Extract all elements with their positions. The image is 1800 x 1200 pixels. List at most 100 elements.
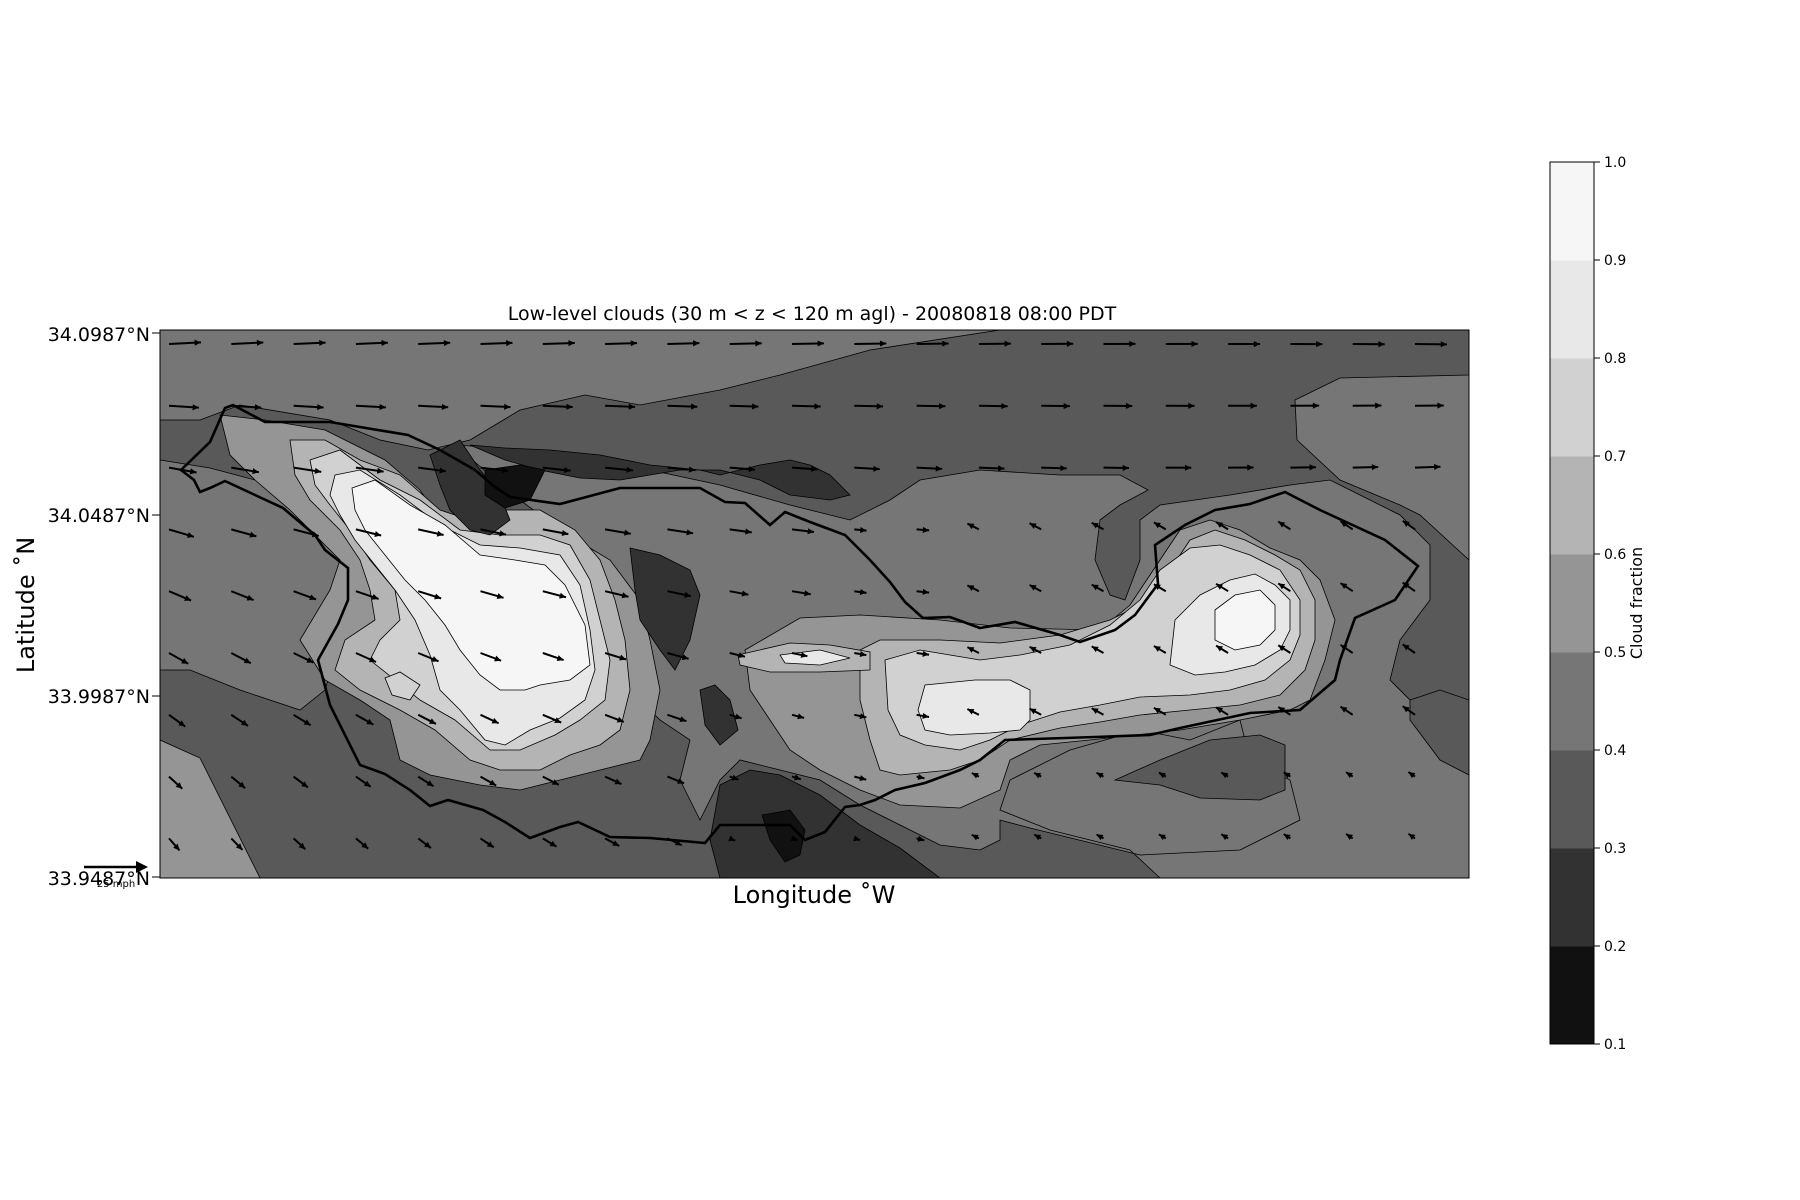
wind-arrowhead — [1191, 340, 1198, 347]
wind-arrowhead — [501, 467, 509, 474]
contour-region-0.8-0.9-southeast-box — [917, 679, 1031, 736]
wind-arrowhead — [1029, 708, 1037, 715]
wind-arrowhead — [1034, 834, 1042, 841]
wind-arrowhead — [967, 708, 975, 715]
contour-region-0.2-0.3-southwest — [709, 769, 941, 878]
wind-arrowhead — [917, 773, 925, 780]
contour-region-0.3-0.4-east — [1409, 689, 1469, 776]
colorbar-band — [1550, 162, 1594, 261]
wind-arrowhead — [235, 843, 243, 850]
wind-arrowhead — [616, 716, 624, 723]
wind-arrowhead — [1278, 521, 1286, 528]
wind-arrowhead — [797, 713, 805, 720]
colorbar: 1.0 0.9 0.8 0.7 0.6 0.5 0.4 0.3 0.2 0.1 Cloud fra… — [1549, 155, 1646, 1053]
wind-arrowhead — [368, 656, 376, 663]
wind-arrowhead — [681, 654, 689, 661]
wind-arrowhead — [814, 403, 821, 410]
contour-region-0.1-0.2-south — [761, 809, 806, 863]
colorbar-tick-label: 0.7 — [1604, 449, 1626, 465]
wind-arrowhead — [238, 781, 246, 789]
wind-arrowhead — [817, 340, 824, 347]
wind-arrowhead — [1125, 402, 1133, 409]
wind-arrowhead — [1375, 402, 1382, 409]
wind-arrowhead — [434, 593, 442, 600]
colorbar-band — [1550, 848, 1594, 947]
wind-arrowhead — [942, 340, 949, 347]
colorbar-tick-label: 0.5 — [1604, 645, 1626, 661]
wind-arrowhead — [1402, 520, 1410, 527]
wind-arrowhead — [306, 657, 314, 663]
wind-arrowhead — [489, 779, 497, 786]
wind-arrowhead — [997, 465, 1005, 472]
wind-arrowhead — [859, 713, 867, 720]
wind-arrowhead — [181, 658, 189, 664]
wind-arrowhead — [192, 404, 199, 411]
colorbar-band — [1550, 750, 1594, 849]
wind-arrowhead — [1063, 402, 1070, 410]
wind-arrowhead — [1122, 464, 1129, 471]
wind-arrowhead — [566, 403, 573, 410]
colorbar-tick-label: 0.9 — [1604, 253, 1626, 269]
wind-arrowhead — [252, 468, 259, 475]
wind-arrowhead — [1153, 707, 1161, 714]
wind-arrowhead — [624, 529, 631, 536]
quiver-key-label: 25 mph — [97, 879, 135, 890]
wind-arrowhead — [971, 834, 979, 841]
y-tick-label: 33.9487°N — [48, 868, 150, 890]
wind-arrowhead — [745, 528, 752, 535]
wind-arrowhead — [376, 467, 384, 474]
colorbar-tick-label: 0.2 — [1604, 939, 1626, 955]
wind-arrowhead — [807, 528, 815, 535]
wind-arrowhead — [504, 403, 511, 410]
wind-arrowhead — [1129, 340, 1136, 347]
wind-arrowhead — [246, 594, 254, 601]
wind-arrowhead — [428, 718, 436, 724]
wind-arrowhead — [810, 465, 818, 472]
wind-arrowhead — [309, 594, 317, 601]
map-area — [160, 330, 1469, 878]
contour-region-0.2-0.3-north — [469, 444, 851, 501]
wind-arrowhead — [859, 588, 867, 596]
wind-arrowhead — [917, 835, 925, 842]
colorbar-tick-label: 0.3 — [1604, 841, 1626, 857]
wind-arrowhead — [1340, 644, 1348, 651]
contour-region-0.2-0.3-south — [699, 684, 739, 746]
wind-arrowhead — [967, 523, 975, 530]
wind-arrowhead — [876, 403, 884, 410]
wind-arrowhead — [499, 530, 506, 537]
wind-arrowhead — [1004, 340, 1011, 347]
wind-arrowhead — [804, 590, 811, 597]
wind-arrowhead — [556, 655, 564, 661]
wind-arrowhead — [614, 778, 622, 785]
wind-arrowhead — [922, 526, 930, 533]
wind-arrowhead — [728, 835, 736, 842]
wind-arrowhead — [1029, 584, 1037, 591]
wind-arrowhead — [1434, 463, 1441, 470]
wind-arrowhead — [1402, 644, 1410, 651]
wind-arrowhead — [688, 466, 696, 473]
colorbar-tick-label: 0.6 — [1604, 547, 1626, 563]
wind-arrowhead — [256, 339, 264, 346]
map-frame — [159, 329, 1470, 879]
colorbar-tick-label: 0.4 — [1604, 743, 1626, 759]
wind-arrowhead — [1378, 341, 1385, 348]
wind-arrowhead — [178, 720, 186, 727]
wind-arrowhead — [1060, 465, 1067, 472]
colorbar-band — [1550, 358, 1594, 457]
wind-arrowhead — [1250, 402, 1257, 409]
quiver-key: 25 mph — [84, 861, 148, 890]
wind-arrowhead — [1309, 464, 1316, 471]
wind-arrowhead — [379, 403, 386, 411]
wind-arrowhead — [1091, 584, 1099, 591]
wind-arrowhead — [1153, 584, 1161, 591]
wind-arrowhead — [1312, 402, 1320, 409]
contour-region-0.4-0.5-northwest — [160, 330, 1001, 451]
wind-arrowhead — [1278, 583, 1286, 590]
wind-arrowhead — [506, 340, 513, 347]
wind-arrowhead — [494, 655, 502, 662]
wind-arrowhead — [1346, 772, 1353, 779]
wind-arrowhead — [426, 780, 434, 787]
wind-arrowhead — [1247, 464, 1254, 471]
wind-arrowhead — [1253, 340, 1261, 348]
wind-arrowhead — [568, 340, 575, 347]
